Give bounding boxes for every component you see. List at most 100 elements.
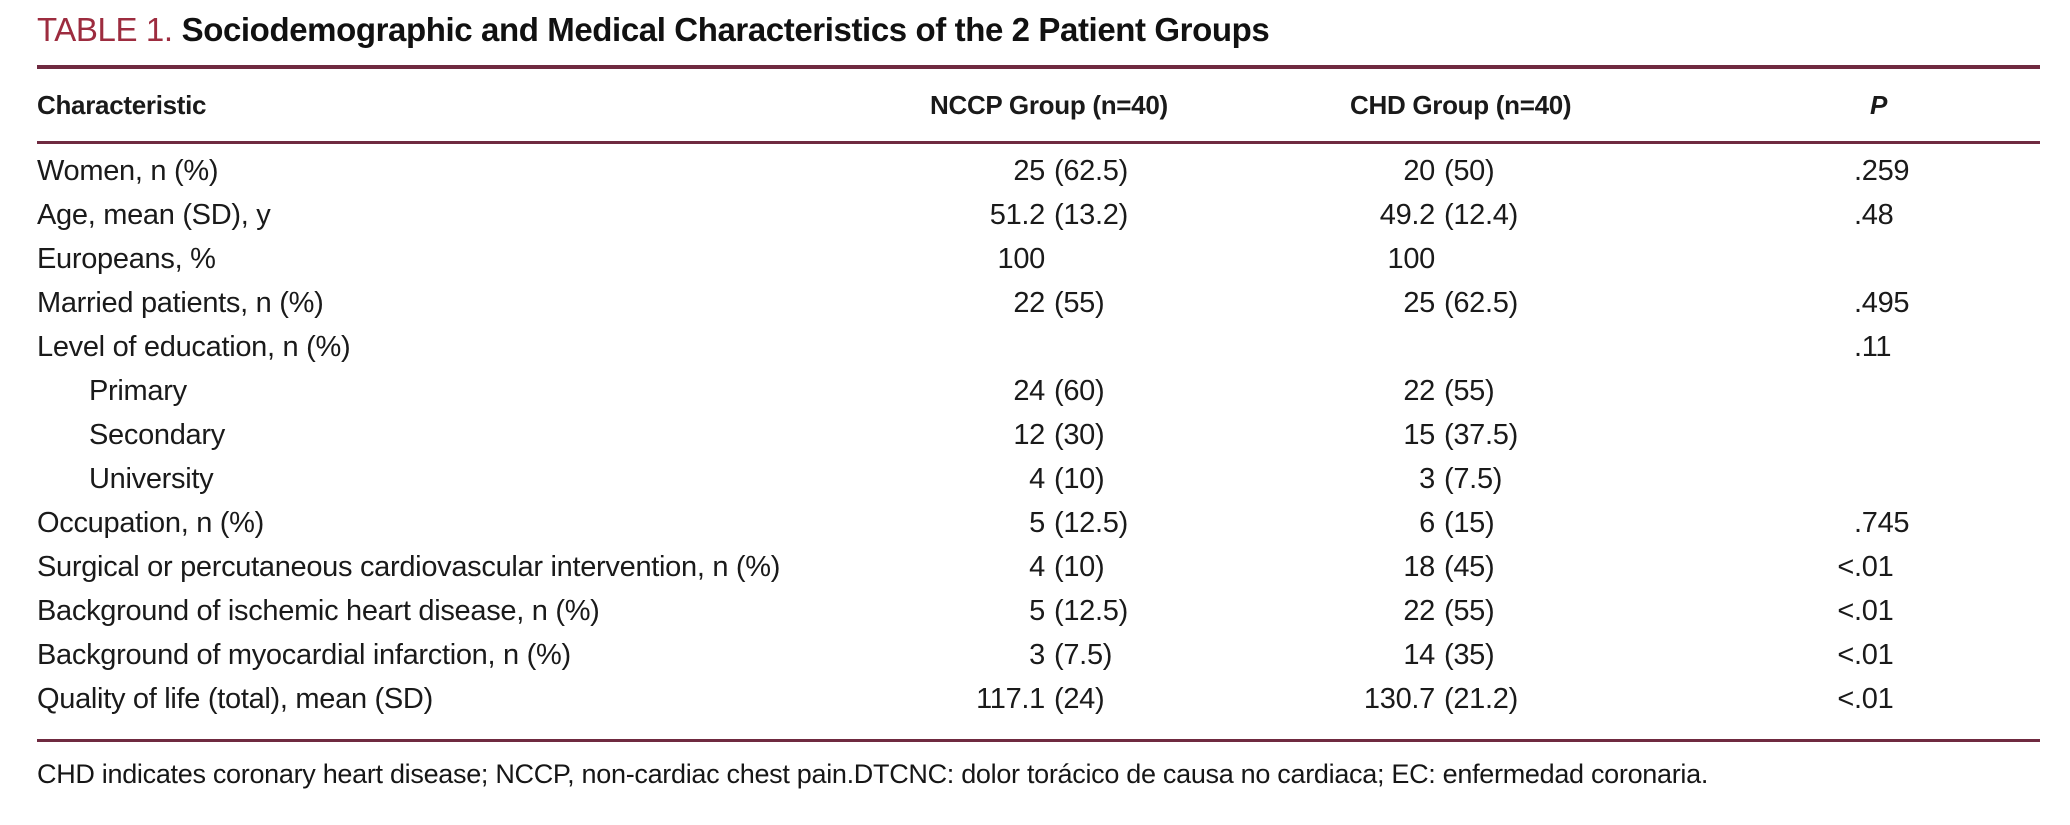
chd-value-percent: (37.5)	[1444, 418, 1518, 451]
characteristic-cell: Europeans, %	[37, 242, 216, 275]
chd-value-percent: (55)	[1444, 374, 1495, 407]
p-value-cell	[1680, 463, 2040, 496]
p-value-cell: .745	[1680, 507, 2040, 540]
nccp-value-number: 25	[1013, 154, 1045, 187]
characteristic-cell: Background of myocardial infarction, n (…	[37, 638, 571, 671]
characteristic-cell: Women, n (%)	[37, 154, 219, 187]
nccp-value-percent: (10)	[1054, 462, 1105, 495]
nccp-value-number: 12	[1013, 418, 1045, 451]
chd-value-percent: (50)	[1444, 154, 1495, 187]
nccp-value-cell: 117.1 (24)	[910, 683, 1290, 716]
chd-value-cell: 22 (55)	[1290, 595, 1680, 628]
nccp-value-percent: (12.5)	[1054, 594, 1128, 627]
chd-value-cell: 25 (62.5)	[1290, 287, 1680, 320]
chd-value-number: 130.7	[1363, 682, 1435, 715]
p-value-number: .01	[1854, 682, 1894, 715]
p-value-cell: <.01	[1680, 551, 2040, 584]
chd-value-number: 22	[1403, 594, 1435, 627]
p-value-cell: <.01	[1680, 595, 2040, 628]
nccp-value-number: 4	[1029, 550, 1045, 583]
chd-value-number: 20	[1403, 154, 1435, 187]
chd-value-percent: (62.5)	[1444, 286, 1518, 319]
nccp-value-cell: 51.2 (13.2)	[910, 199, 1290, 232]
table-row: University 4 (10) 3 (7.5)	[37, 457, 2040, 501]
chd-value-number: 22	[1403, 374, 1435, 407]
nccp-value-number: 5	[1029, 506, 1045, 539]
nccp-value-percent: (12.5)	[1054, 506, 1128, 539]
chd-value-cell: 22 (55)	[1290, 375, 1680, 408]
chd-value-cell: 18 (45)	[1290, 551, 1680, 584]
chd-value-percent: (12.4)	[1444, 198, 1518, 231]
p-value-number: .01	[1854, 594, 1894, 627]
p-value-number: .745	[1854, 506, 1910, 539]
p-value-number: .259	[1854, 154, 1910, 187]
table-footnote: CHD indicates coronary heart disease; NC…	[37, 759, 1709, 789]
nccp-value-number: 3	[1029, 638, 1045, 671]
nccp-value-percent: (55)	[1054, 286, 1105, 319]
nccp-value-percent: (10)	[1054, 550, 1105, 583]
p-value-cell: .495	[1680, 287, 2040, 320]
table-row: Age, mean (SD), y 51.2 (13.2) 49.2 (12.4) …	[37, 193, 2040, 237]
p-value-cell: .11	[1680, 331, 2040, 364]
p-value-cell	[1680, 419, 2040, 452]
chd-value-cell: 20 (50)	[1290, 155, 1680, 188]
column-header-characteristic: Characteristic	[37, 89, 207, 120]
chd-value-cell: 14 (35)	[1290, 639, 1680, 672]
table-row: Surgical or percutaneous cardiovascular …	[37, 545, 2040, 589]
table-body: Women, n (%) 25 (62.5) 20 (50) .259 Age, m…	[37, 144, 2040, 721]
chd-value-percent: (45)	[1444, 550, 1495, 583]
nccp-value-percent: (13.2)	[1054, 198, 1128, 231]
nccp-value-cell: 100	[910, 243, 1290, 276]
nccp-value-cell: 5 (12.5)	[910, 595, 1290, 628]
p-value-prefix: <	[1837, 682, 1854, 715]
table-row: Primary 24 (60) 22 (55)	[37, 369, 2040, 413]
chd-value-percent: (35)	[1444, 638, 1495, 671]
nccp-value-number: 22	[1013, 286, 1045, 319]
chd-value-number: 6	[1419, 506, 1435, 539]
table-row: Europeans, % 100 100	[37, 237, 2040, 281]
p-value-cell: <.01	[1680, 683, 2040, 716]
chd-value-number: 15	[1403, 418, 1435, 451]
chd-value-percent: (7.5)	[1444, 462, 1503, 495]
chd-value-cell: 100	[1290, 243, 1680, 276]
column-header-chd-group: CHD Group (n=40)	[1350, 89, 1572, 120]
chd-value-number: 25	[1403, 286, 1435, 319]
nccp-value-cell: 4 (10)	[910, 551, 1290, 584]
chd-value-number: 100	[1387, 242, 1436, 275]
characteristic-cell: University	[89, 462, 214, 495]
nccp-value-number: 117.1	[976, 682, 1045, 715]
chd-value-percent: (15)	[1444, 506, 1495, 539]
nccp-value-percent: (30)	[1054, 418, 1105, 451]
nccp-value-percent: (60)	[1054, 374, 1105, 407]
characteristic-cell: Surgical or percutaneous cardiovascular …	[37, 550, 781, 583]
p-value-prefix: <	[1837, 638, 1854, 671]
p-value-prefix: <	[1837, 550, 1854, 583]
nccp-value-number: 51.2	[989, 198, 1046, 231]
chd-value-cell: 15 (37.5)	[1290, 419, 1680, 452]
table-number-label: TABLE 1.	[37, 11, 173, 48]
nccp-value-cell: 5 (12.5)	[910, 507, 1290, 540]
nccp-value-cell	[910, 331, 1290, 364]
table-row: Secondary 12 (30) 15 (37.5)	[37, 413, 2040, 457]
chd-value-cell: 49.2 (12.4)	[1290, 199, 1680, 232]
nccp-value-percent: (7.5)	[1054, 638, 1113, 671]
nccp-value-percent: (24)	[1054, 682, 1105, 715]
p-value-cell	[1680, 243, 2040, 276]
table-row: Background of ischemic heart disease, n …	[37, 589, 2040, 633]
table-header-row: Characteristic NCCP Group (n=40) CHD Gro…	[37, 69, 2040, 141]
chd-value-number: 14	[1403, 638, 1435, 671]
p-value-number: .48	[1854, 198, 1894, 231]
chd-value-cell	[1290, 331, 1680, 364]
nccp-value-number: 5	[1029, 594, 1045, 627]
nccp-value-cell: 3 (7.5)	[910, 639, 1290, 672]
p-value-number: .11	[1854, 330, 1892, 363]
nccp-value-cell: 12 (30)	[910, 419, 1290, 452]
table-row: Married patients, n (%) 22 (55) 25 (62.5) …	[37, 281, 2040, 325]
table-row: Background of myocardial infarction, n (…	[37, 633, 2040, 677]
characteristic-cell: Age, mean (SD), y	[37, 198, 271, 231]
table-title-text: Sociodemographic and Medical Characteris…	[181, 11, 1270, 48]
chd-value-percent: (21.2)	[1444, 682, 1518, 715]
chd-value-number: 18	[1403, 550, 1435, 583]
characteristic-cell: Level of education, n (%)	[37, 330, 351, 363]
nccp-value-cell: 22 (55)	[910, 287, 1290, 320]
